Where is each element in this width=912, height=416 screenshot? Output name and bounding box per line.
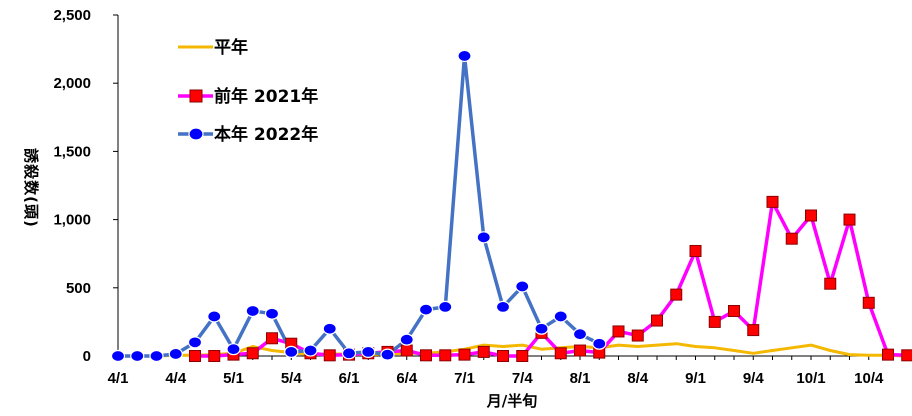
data-point-2021 <box>785 232 798 245</box>
data-point-2022 <box>245 304 260 318</box>
data-point-2021 <box>689 244 702 257</box>
x-tick-label: 5/1 <box>223 370 244 387</box>
legend-label: 前年 2021年 <box>214 86 318 107</box>
data-point-2022 <box>168 347 183 361</box>
x-tick-label: 5/4 <box>281 370 303 387</box>
data-point-2021 <box>728 304 740 317</box>
y-tick-label: 0 <box>83 348 91 365</box>
data-point-2022 <box>515 280 530 293</box>
data-point-2022 <box>130 349 145 363</box>
data-point-2021 <box>631 329 644 342</box>
data-point-2022 <box>553 310 568 323</box>
series-line-1 <box>193 200 912 358</box>
legend-circle-marker <box>188 127 204 141</box>
series-markers <box>110 49 912 363</box>
data-point-2021 <box>843 213 856 226</box>
data-point-2022 <box>303 344 318 357</box>
data-point-2021 <box>497 350 509 362</box>
y-tick-label: 1,500 <box>53 143 91 160</box>
legend-square-marker <box>189 89 203 103</box>
y-tick-label: 1,000 <box>53 212 91 229</box>
data-point-2021 <box>805 209 817 222</box>
legend-label: 平年 <box>214 37 248 58</box>
data-point-2021 <box>208 350 221 362</box>
data-point-2021 <box>246 347 259 360</box>
data-point-2022 <box>438 300 453 313</box>
x-tick-label: 10/4 <box>854 370 884 387</box>
data-point-2022 <box>361 345 376 359</box>
data-point-2022 <box>322 322 337 335</box>
x-tick-label: 4/4 <box>165 370 187 387</box>
x-tick-label: 6/4 <box>396 370 418 387</box>
x-tick-label: 8/4 <box>627 370 649 387</box>
x-tick-label: 9/1 <box>685 370 706 387</box>
data-point-2022 <box>476 231 491 244</box>
data-point-2021 <box>477 345 490 358</box>
data-point-2022 <box>572 328 588 341</box>
x-tick-label: 10/1 <box>796 370 825 387</box>
data-point-2021 <box>554 347 567 360</box>
data-point-2021 <box>670 288 683 301</box>
data-point-2021 <box>708 315 721 328</box>
data-point-2022 <box>399 333 414 346</box>
data-point-2022 <box>495 300 511 313</box>
data-point-2022 <box>592 337 607 350</box>
data-point-2021 <box>824 277 837 290</box>
x-tick-label: 8/1 <box>570 370 591 387</box>
x-tick-label: 7/4 <box>512 370 534 387</box>
y-ticks: 0 500 1,000 1,500 2,000 2,500 <box>53 7 118 365</box>
data-point-2022 <box>341 347 357 360</box>
data-point-2022 <box>187 336 203 349</box>
data-point-2021 <box>901 349 912 362</box>
data-point-2022 <box>264 307 280 320</box>
data-point-2021 <box>862 296 875 309</box>
y-tick-label: 500 <box>66 280 91 297</box>
data-point-2021 <box>766 195 779 208</box>
data-point-2022 <box>380 348 395 361</box>
data-point-2021 <box>439 349 452 362</box>
data-point-2021 <box>651 314 663 327</box>
data-point-2021 <box>400 344 413 357</box>
data-point-2021 <box>266 332 278 345</box>
data-point-2021 <box>458 348 471 361</box>
y-tick-label: 2,000 <box>53 75 91 92</box>
data-point-2021 <box>323 349 336 362</box>
data-point-2021 <box>747 324 760 337</box>
data-point-2022 <box>226 343 241 356</box>
axes <box>117 15 906 357</box>
y-axis-title: 誘殺数(頭) <box>22 148 40 228</box>
legend-label: 本年 2022年 <box>214 124 318 145</box>
x-tick-label: 9/4 <box>743 370 765 387</box>
data-point-2022 <box>149 349 164 363</box>
x-tick-label: 4/1 <box>108 370 129 387</box>
x-tick-label: 7/1 <box>454 370 475 387</box>
data-point-2022 <box>457 49 472 63</box>
data-point-2021 <box>420 349 432 362</box>
data-point-2022 <box>110 349 126 363</box>
x-tick-label: 6/1 <box>339 370 360 387</box>
data-point-2022 <box>534 322 549 335</box>
data-point-2021 <box>516 350 529 362</box>
data-point-2021 <box>882 348 894 361</box>
data-point-2021 <box>612 325 625 338</box>
data-point-2022 <box>418 303 434 316</box>
y-tick-label: 2,500 <box>53 7 91 24</box>
data-point-2022 <box>284 345 299 359</box>
data-point-2021 <box>574 344 586 357</box>
data-point-2021 <box>189 350 201 362</box>
data-point-2022 <box>207 310 222 323</box>
x-axis-title: 月/半旬 <box>486 392 537 410</box>
